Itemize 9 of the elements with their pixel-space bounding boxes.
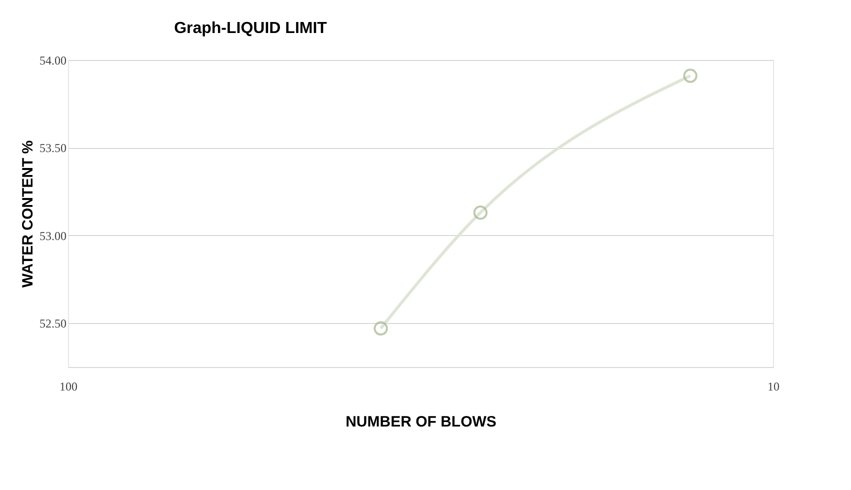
x-tick-label: 100 [60, 380, 78, 394]
y-tick-label: 53.00 [40, 228, 66, 243]
y-tick-label: 52.50 [40, 316, 66, 331]
x-axis-title: NUMBER OF BLOWS [346, 414, 496, 430]
y-tick-label: 53.50 [40, 141, 66, 156]
x-tick-label: 10 [768, 380, 780, 394]
y-axis-title: WATER CONTENT % [20, 140, 36, 288]
y-tick-label: 54.00 [40, 54, 66, 68]
chart-title: Graph-LIQUID LIMIT [174, 20, 328, 37]
